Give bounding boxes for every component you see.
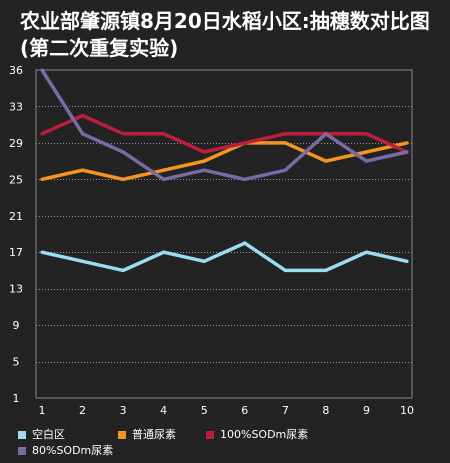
data-point-series-2 <box>364 150 369 154</box>
x-tick-label: 10 <box>400 404 414 417</box>
series-line-4 <box>40 69 408 182</box>
data-point-series-2 <box>80 168 85 172</box>
y-tick-label: 25 <box>9 173 23 186</box>
legend-label: 普通尿素 <box>132 428 176 441</box>
data-point-series-4 <box>243 177 247 181</box>
data-point-series-4 <box>283 168 287 172</box>
series-line-3 <box>41 113 408 154</box>
legend-swatch <box>18 431 26 439</box>
y-tick-label: 17 <box>9 246 23 259</box>
data-point-series-1 <box>40 250 44 254</box>
y-tick-label: 21 <box>9 210 23 223</box>
chart-legend: 空白区 普通尿素 100%SODm尿素 80%SODm尿素 <box>18 428 438 462</box>
data-point-series-3 <box>283 132 287 136</box>
x-tick-label: 2 <box>79 404 86 417</box>
y-tick-label: 13 <box>9 283 23 296</box>
chart-title: 农业部肇源镇8月20日水稻小区:抽穗数对比图(第二次重复实验) <box>20 9 430 60</box>
data-point-series-4 <box>40 68 44 72</box>
data-point-series-1 <box>364 250 369 254</box>
data-point-series-4 <box>121 150 125 154</box>
data-point-series-2 <box>162 168 166 172</box>
data-point-series-1 <box>243 241 247 245</box>
data-point-series-2 <box>405 141 409 145</box>
x-tick-label: 6 <box>241 404 248 417</box>
y-tick-label: 9 <box>13 319 20 332</box>
data-point-series-1 <box>405 259 409 263</box>
series-line-1 <box>41 241 408 273</box>
data-point-series-1 <box>121 268 125 273</box>
y-tick-label: 33 <box>9 100 23 113</box>
data-point-series-1 <box>80 259 85 263</box>
data-point-series-3 <box>40 132 44 136</box>
plot-area <box>35 69 413 399</box>
y-tick-label: 1 <box>13 392 20 405</box>
data-point-series-1 <box>324 268 328 273</box>
y-tick-label: 5 <box>13 356 20 369</box>
x-tick-label: 8 <box>322 404 329 417</box>
data-point-series-2 <box>40 177 44 181</box>
legend-label: 100%SODm尿素 <box>220 428 309 441</box>
data-point-series-4 <box>162 177 166 181</box>
x-tick-label: 1 <box>39 404 46 417</box>
data-point-series-1 <box>283 268 287 273</box>
data-point-series-2 <box>283 141 287 145</box>
data-point-series-2 <box>121 177 125 181</box>
legend-label: 空白区 <box>32 428 65 441</box>
data-point-series-3 <box>202 150 206 154</box>
legend-swatch <box>118 431 126 439</box>
data-point-series-3 <box>162 132 166 136</box>
x-tick-label: 7 <box>282 404 289 417</box>
x-tick-label: 4 <box>160 404 167 417</box>
x-tick-label: 3 <box>120 404 127 417</box>
data-point-series-4 <box>364 159 369 163</box>
legend-swatch <box>206 431 214 439</box>
x-tick-label: 5 <box>201 404 208 417</box>
data-point-series-4 <box>80 132 85 136</box>
x-tick-label: 9 <box>363 404 370 417</box>
data-point-series-4 <box>405 150 409 154</box>
data-point-series-4 <box>324 132 328 136</box>
data-point-series-3 <box>80 113 85 118</box>
data-point-series-1 <box>202 259 206 263</box>
legend-swatch <box>18 447 26 455</box>
data-point-series-4 <box>202 168 206 172</box>
y-tick-label: 36 <box>9 64 23 77</box>
data-point-series-3 <box>121 132 125 136</box>
series-line-2 <box>41 141 408 182</box>
y-tick-label: 29 <box>9 137 23 150</box>
legend-label: 80%SODm尿素 <box>32 444 114 457</box>
data-point-series-3 <box>243 141 247 145</box>
data-point-series-2 <box>202 159 206 163</box>
data-point-series-1 <box>162 250 166 254</box>
data-point-series-2 <box>324 159 328 163</box>
data-point-series-3 <box>364 132 369 136</box>
